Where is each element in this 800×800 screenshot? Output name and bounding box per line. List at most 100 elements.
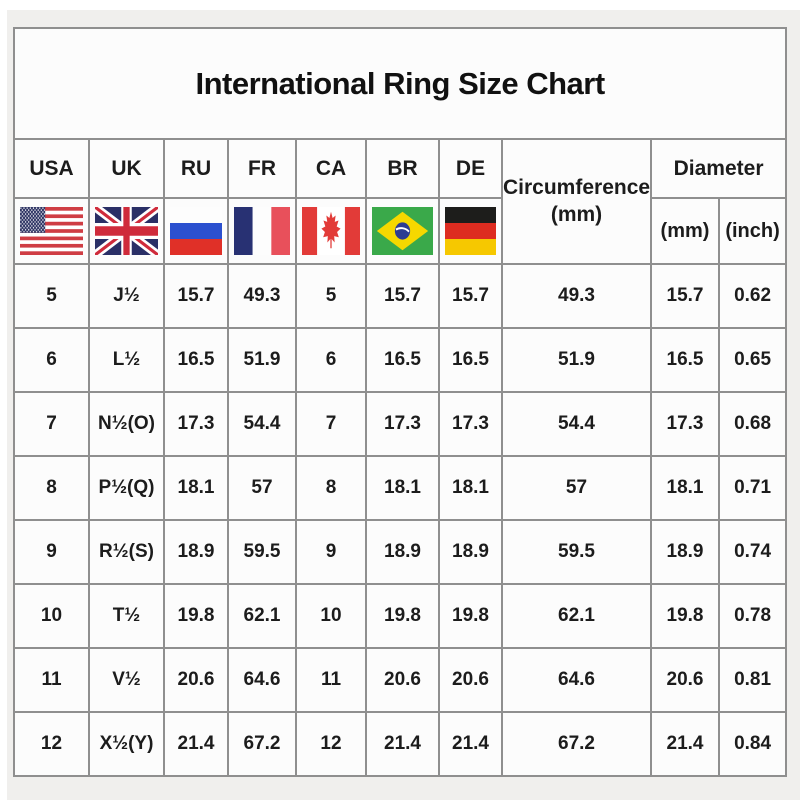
table-row: 12 X½(Y) 21.4 67.2 12 21.4 21.4 67.2 21.4 0.84 bbox=[13, 711, 788, 777]
flag-cell-fr bbox=[227, 197, 297, 265]
fr-flag-icon bbox=[234, 207, 290, 255]
cell-diameter-inch: 0.81 bbox=[717, 647, 788, 713]
cell-fr: 51.9 bbox=[227, 327, 297, 393]
cell-fr: 64.6 bbox=[227, 647, 297, 713]
flag-cell-usa bbox=[13, 197, 90, 265]
cell-ca: 12 bbox=[295, 711, 367, 777]
cell-diameter-mm: 20.6 bbox=[650, 647, 720, 713]
cell-br: 18.1 bbox=[365, 455, 440, 521]
cell-circumference-mm: 64.6 bbox=[501, 647, 652, 713]
ru-flag-icon bbox=[170, 207, 222, 255]
cell-de: 19.8 bbox=[438, 583, 503, 649]
cell-de: 18.9 bbox=[438, 519, 503, 585]
cell-usa: 6 bbox=[13, 327, 90, 393]
cell-diameter-mm: 19.8 bbox=[650, 583, 720, 649]
cell-diameter-mm: 18.1 bbox=[650, 455, 720, 521]
flag-cell-br bbox=[365, 197, 440, 265]
flag-cell-de bbox=[438, 197, 503, 265]
cell-br: 15.7 bbox=[365, 263, 440, 329]
table-row: 6 L½ 16.5 51.9 6 16.5 16.5 51.9 16.5 0.65 bbox=[13, 327, 788, 393]
cell-br: 16.5 bbox=[365, 327, 440, 393]
cell-fr: 57 bbox=[227, 455, 297, 521]
cell-usa: 11 bbox=[13, 647, 90, 713]
cell-uk: J½ bbox=[88, 263, 165, 329]
cell-ru: 18.9 bbox=[163, 519, 229, 585]
circumference-label: Circumference bbox=[503, 176, 651, 200]
title-row: International Ring Size Chart bbox=[12, 27, 788, 140]
cell-de: 15.7 bbox=[438, 263, 503, 329]
col-header-circumference: Circumference (mm) bbox=[501, 138, 652, 265]
table-row: 5 J½ 15.7 49.3 5 15.7 15.7 49.3 15.7 0.62 bbox=[13, 263, 788, 329]
table-row: 7 N½(O) 17.3 54.4 7 17.3 17.3 54.4 17.3 0.68 bbox=[13, 391, 788, 457]
cell-usa: 8 bbox=[13, 455, 90, 521]
cell-circumference-mm: 57 bbox=[501, 455, 652, 521]
cell-de: 21.4 bbox=[438, 711, 503, 777]
cell-diameter-mm: 15.7 bbox=[650, 263, 720, 329]
cell-diameter-inch: 0.78 bbox=[717, 583, 788, 649]
cell-diameter-inch: 0.71 bbox=[717, 455, 788, 521]
cell-ca: 11 bbox=[295, 647, 367, 713]
cell-ru: 15.7 bbox=[163, 263, 229, 329]
cell-fr: 49.3 bbox=[227, 263, 297, 329]
cell-diameter-inch: 0.84 bbox=[717, 711, 788, 777]
cell-br: 18.9 bbox=[365, 519, 440, 585]
cell-uk: V½ bbox=[88, 647, 165, 713]
ring-size-table: International Ring Size Chart USA UK RU … bbox=[12, 27, 788, 777]
cell-ca: 10 bbox=[295, 583, 367, 649]
br-flag-icon bbox=[372, 207, 433, 255]
cell-de: 18.1 bbox=[438, 455, 503, 521]
country-codes-row: USA UK RU FR CA BR DE Circumference (mm)… bbox=[13, 138, 788, 265]
cell-ca: 7 bbox=[295, 391, 367, 457]
cell-fr: 59.5 bbox=[227, 519, 297, 585]
cell-ru: 21.4 bbox=[163, 711, 229, 777]
ring-size-chart-panel: International Ring Size Chart USA UK RU … bbox=[12, 27, 788, 777]
cell-fr: 62.1 bbox=[227, 583, 297, 649]
cell-circumference-mm: 51.9 bbox=[501, 327, 652, 393]
cell-uk: P½(Q) bbox=[88, 455, 165, 521]
cell-ru: 20.6 bbox=[163, 647, 229, 713]
flag-cell-uk bbox=[88, 197, 165, 265]
col-header-diameter-inch: (inch) bbox=[717, 197, 788, 265]
cell-fr: 67.2 bbox=[227, 711, 297, 777]
cell-ca: 8 bbox=[295, 455, 367, 521]
cell-usa: 7 bbox=[13, 391, 90, 457]
col-header-diameter-mm: (mm) bbox=[650, 197, 720, 265]
uk-flag-icon bbox=[95, 207, 158, 255]
cell-usa: 10 bbox=[13, 583, 90, 649]
cell-ca: 5 bbox=[295, 263, 367, 329]
col-header-diameter: Diameter bbox=[649, 138, 788, 199]
cell-ru: 17.3 bbox=[163, 391, 229, 457]
cell-circumference-mm: 62.1 bbox=[501, 583, 652, 649]
table-row: 9 R½(S) 18.9 59.5 9 18.9 18.9 59.5 18.9 0.74 bbox=[13, 519, 788, 585]
flag-cell-ru bbox=[163, 197, 229, 265]
cell-br: 20.6 bbox=[365, 647, 440, 713]
cell-uk: R½(S) bbox=[88, 519, 165, 585]
cell-ca: 9 bbox=[295, 519, 367, 585]
cell-ca: 6 bbox=[295, 327, 367, 393]
cell-uk: N½(O) bbox=[88, 391, 165, 457]
cell-circumference-mm: 49.3 bbox=[501, 263, 652, 329]
col-header-uk: UK bbox=[88, 138, 165, 199]
usa-flag-icon bbox=[20, 207, 83, 255]
cell-circumference-mm: 59.5 bbox=[501, 519, 652, 585]
cell-circumference-mm: 67.2 bbox=[501, 711, 652, 777]
cell-diameter-mm: 18.9 bbox=[650, 519, 720, 585]
cell-fr: 54.4 bbox=[227, 391, 297, 457]
col-header-ru: RU bbox=[163, 138, 229, 199]
cell-diameter-inch: 0.74 bbox=[717, 519, 788, 585]
col-header-ca: CA bbox=[295, 138, 367, 199]
cell-diameter-inch: 0.65 bbox=[717, 327, 788, 393]
cell-uk: X½(Y) bbox=[88, 711, 165, 777]
cell-diameter-mm: 17.3 bbox=[650, 391, 720, 457]
cell-br: 19.8 bbox=[365, 583, 440, 649]
cell-diameter-inch: 0.62 bbox=[717, 263, 788, 329]
cell-circumference-mm: 54.4 bbox=[501, 391, 652, 457]
cell-diameter-mm: 16.5 bbox=[650, 327, 720, 393]
table-body: 5 J½ 15.7 49.3 5 15.7 15.7 49.3 15.7 0.62 6 L½ 16.5 5… bbox=[13, 263, 788, 777]
cell-de: 16.5 bbox=[438, 327, 503, 393]
cell-de: 17.3 bbox=[438, 391, 503, 457]
col-header-de: DE bbox=[438, 138, 503, 199]
flag-cell-ca bbox=[295, 197, 367, 265]
col-header-br: BR bbox=[365, 138, 440, 199]
cell-ru: 18.1 bbox=[163, 455, 229, 521]
